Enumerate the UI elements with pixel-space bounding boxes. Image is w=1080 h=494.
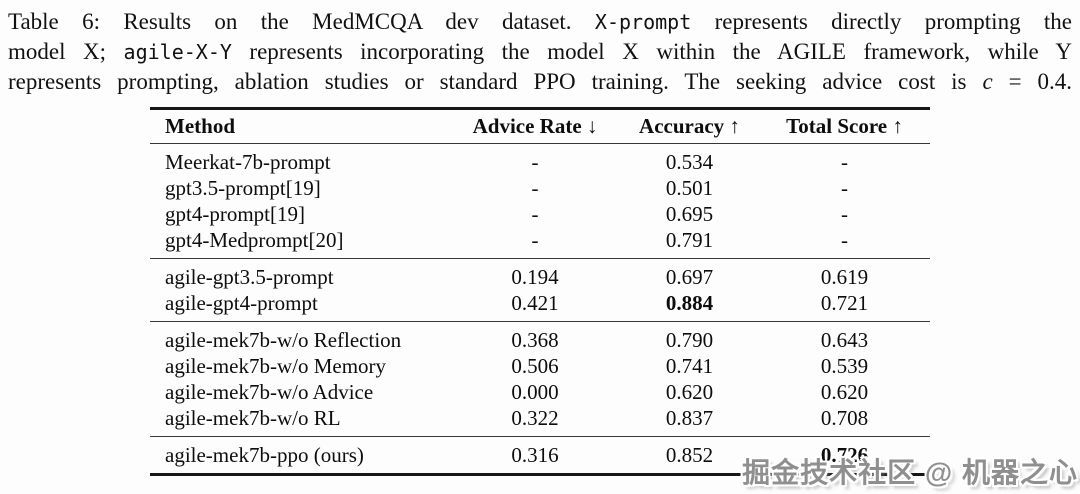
accuracy-cell: 0.697 <box>665 265 714 289</box>
total-score-cell: 0.620 <box>820 380 869 404</box>
accuracy-cell: 0.837 <box>665 406 714 430</box>
table-header: Method Advice Rate ↓ Accuracy ↑ Total Sc… <box>150 108 930 144</box>
method-cell: gpt3.5-prompt[19] <box>165 176 321 200</box>
method-cell: agile-gpt4-prompt <box>165 291 318 315</box>
total-score-cell: - <box>841 202 848 226</box>
accuracy-cell: 0.791 <box>665 228 714 252</box>
accuracy-cell: 0.501 <box>665 176 714 200</box>
table-row: Meerkat-7b-prompt - 0.534 - <box>150 144 930 176</box>
col-header-advice-rate: Advice Rate ↓ <box>450 108 620 144</box>
method-cell: agile-mek7b-w/o Memory <box>165 354 387 378</box>
caption-text: represents directly prompting the <box>714 9 1073 34</box>
advice-rate-cell: 0.421 <box>511 291 559 315</box>
caption-text: Table 6: Results on the MedMCQA dev data… <box>8 9 572 34</box>
table-caption: Table 6: Results on the MedMCQA dev data… <box>0 0 1080 96</box>
table-row: gpt3.5-prompt[19] - 0.501 - <box>150 175 930 201</box>
table-row: agile-gpt3.5-prompt 0.194 0.697 0.619 <box>150 259 930 291</box>
advice-rate-cell: 0.194 <box>511 265 559 289</box>
caption-math-cost-variable: c <box>982 69 993 94</box>
accuracy-cell-best: 0.884 <box>665 291 714 315</box>
table-row: agile-mek7b-ppo (ours) 0.316 0.852 0.726 <box>150 437 930 475</box>
method-cell: agile-mek7b-w/o Advice <box>165 380 374 404</box>
caption-line-3: represents prompting, ablation studies o… <box>8 67 1072 96</box>
method-cell: agile-mek7b-w/o RL <box>165 406 341 430</box>
total-score-cell: 0.721 <box>820 291 869 315</box>
advice-rate-cell: 0.506 <box>511 354 559 378</box>
method-cell: agile-gpt3.5-prompt <box>165 265 334 289</box>
advice-rate-cell: 0.322 <box>511 406 559 430</box>
accuracy-cell: 0.790 <box>665 328 714 352</box>
accuracy-cell: 0.534 <box>665 150 714 174</box>
total-score-cell: 0.539 <box>820 354 869 378</box>
caption-text: represents prompting, ablation studies o… <box>8 69 967 94</box>
accuracy-cell: 0.852 <box>665 443 714 467</box>
advice-rate-cell: - <box>531 150 539 174</box>
advice-rate-cell: 0.316 <box>511 443 559 467</box>
total-score-cell: - <box>841 150 848 174</box>
table-row: agile-mek7b-w/o RL 0.322 0.837 0.708 <box>150 405 930 437</box>
table-group-ours: agile-mek7b-ppo (ours) 0.316 0.852 0.726 <box>150 436 930 475</box>
caption-line-2: model X; agile-X-Y represents incorporat… <box>8 37 1072 67</box>
total-score-cell: 0.619 <box>820 265 869 289</box>
table-row: gpt4-Medprompt[20] - 0.791 - <box>150 227 930 259</box>
advice-rate-cell: - <box>531 228 539 252</box>
caption-text: model X; <box>8 39 107 64</box>
results-table: Method Advice Rate ↓ Accuracy ↑ Total Sc… <box>150 107 930 476</box>
method-cell: Meerkat-7b-prompt <box>165 150 331 174</box>
advice-rate-cell: - <box>531 176 539 200</box>
table-row: agile-gpt4-prompt 0.421 0.884 0.721 <box>150 290 930 322</box>
table-row: agile-mek7b-w/o Reflection 0.368 0.790 0… <box>150 322 930 354</box>
advice-rate-cell: 0.368 <box>511 328 559 352</box>
table-group-agile-prompts: agile-gpt3.5-prompt 0.194 0.697 0.619 ag… <box>150 258 930 322</box>
caption-line-1: Table 6: Results on the MedMCQA dev data… <box>8 7 1072 37</box>
total-score-cell-best: 0.726 <box>820 443 869 467</box>
col-header-method: Method <box>150 108 450 144</box>
total-score-cell: - <box>841 176 848 200</box>
col-header-total-score: Total Score ↑ <box>759 108 930 144</box>
total-score-cell: - <box>841 228 848 252</box>
watermark: 掘金技术社区 @ 机器之心 <box>742 457 1078 488</box>
method-cell: gpt4-prompt[19] <box>165 202 305 226</box>
table-row: agile-mek7b-w/o Advice 0.000 0.620 0.620 <box>150 379 930 405</box>
method-cell: agile-mek7b-ppo (ours) <box>165 443 364 467</box>
table-group-ablations: agile-mek7b-w/o Reflection 0.368 0.790 0… <box>150 321 930 437</box>
advice-rate-cell: - <box>531 202 539 226</box>
table-row: gpt4-prompt[19] - 0.695 - <box>150 201 930 227</box>
accuracy-cell: 0.695 <box>665 202 714 226</box>
method-cell: agile-mek7b-w/o Reflection <box>165 328 402 352</box>
table-group-baseline-prompts: Meerkat-7b-prompt - 0.534 - gpt3.5-promp… <box>150 144 930 259</box>
caption-code-agile-x-y: agile-X-Y <box>123 40 232 64</box>
accuracy-cell: 0.620 <box>665 380 714 404</box>
table-row: agile-mek7b-w/o Memory 0.506 0.741 0.539 <box>150 353 930 379</box>
caption-text: represents incorporating the model X wit… <box>249 39 1072 64</box>
advice-rate-cell: 0.000 <box>511 380 559 404</box>
total-score-cell: 0.643 <box>820 328 869 352</box>
header-row: Method Advice Rate ↓ Accuracy ↑ Total Sc… <box>150 108 930 144</box>
caption-text: = 0.4. <box>1008 69 1073 94</box>
accuracy-cell: 0.741 <box>665 354 714 378</box>
method-cell: gpt4-Medprompt[20] <box>165 228 344 252</box>
total-score-cell: 0.708 <box>820 406 869 430</box>
caption-code-x-prompt: X-prompt <box>594 10 692 34</box>
col-header-accuracy: Accuracy ↑ <box>620 108 759 144</box>
